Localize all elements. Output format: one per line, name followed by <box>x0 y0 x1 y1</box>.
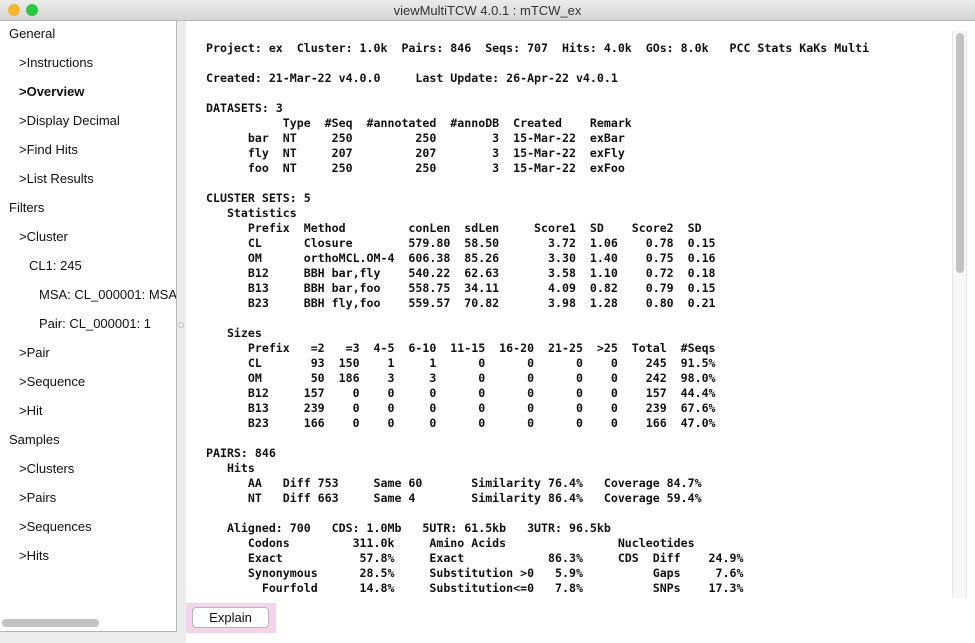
split-pane-divider[interactable] <box>177 21 186 643</box>
overview-line: Hits <box>206 461 255 475</box>
overview-line <box>206 176 869 191</box>
overview-line: Sizes <box>206 326 262 340</box>
sidebar-item-display-decimal[interactable]: >Display Decimal <box>19 113 120 128</box>
sidebar-item-pair[interactable]: >Pair <box>19 345 50 360</box>
overview-line: B12 BBH bar,fly 540.22 62.63 3.58 1.10 0… <box>206 266 716 280</box>
overview-line: Prefix Method conLen sdLen Score1 SD Sco… <box>206 221 702 235</box>
sidebar-item-sequence[interactable]: >Sequence <box>19 374 86 389</box>
overview-line: Fourfold 14.8% Substitution<=0 7.8% SNPs… <box>206 581 744 595</box>
sidebar-item-cluster[interactable]: >Cluster <box>19 229 68 244</box>
overview-line <box>206 506 869 521</box>
sidebar-item-pairs[interactable]: >Pairs <box>19 490 57 505</box>
overview-line: B23 BBH fly,foo 559.57 70.82 3.98 1.28 0… <box>206 296 716 310</box>
overview-line: B13 BBH bar,foo 558.75 34.11 4.09 0.82 0… <box>206 281 716 295</box>
sidebar-horizontal-scrollbar[interactable] <box>2 619 99 627</box>
overview-line: foo NT 250 250 3 15-Mar-22 exFoo <box>206 161 625 175</box>
sidebar-item-general[interactable]: General <box>9 26 56 41</box>
sidebar-item-find-hits[interactable]: >Find Hits <box>19 142 78 157</box>
overview-line: B12 157 0 0 0 0 0 0 0 157 44.4% <box>206 386 716 400</box>
sidebar-item-hits[interactable]: >Hits <box>19 548 49 563</box>
overview-line: bar NT 250 250 3 15-Mar-22 exBar <box>206 131 625 145</box>
overview-line <box>206 86 869 101</box>
sidebar-item-sequences[interactable]: >Sequences <box>19 519 92 534</box>
overview-line: NT Diff 663 Same 4 Similarity 86.4% Cove… <box>206 491 702 505</box>
sidebar-item-cl1-245[interactable]: CL1: 245 <box>29 258 82 273</box>
overview-line: B23 166 0 0 0 0 0 0 0 166 47.0% <box>206 416 716 430</box>
overview-line: Prefix =2 =3 4-5 6-10 11-15 16-20 21-25 … <box>206 341 716 355</box>
vertical-scrollbar-thumb[interactable] <box>956 33 964 273</box>
minimize-window-button[interactable] <box>8 4 20 16</box>
overview-line: OM orthoMCL.OM-4 606.38 85.26 3.30 1.40 … <box>206 251 716 265</box>
bottom-bar <box>186 598 975 643</box>
overview-line: DATASETS: 3 <box>206 101 283 115</box>
divider-handle-icon[interactable] <box>178 322 184 328</box>
overview-line: Created: 21-Mar-22 v4.0.0 Last Update: 2… <box>206 71 618 85</box>
overview-line: OM 50 186 3 3 0 0 0 0 242 98.0% <box>206 371 716 385</box>
overview-line <box>206 56 869 71</box>
sidebar-item-list-results[interactable]: >List Results <box>19 171 94 186</box>
overview-line: Codons 311.0k Amino Acids Nucleotides <box>206 536 695 550</box>
overview-line: Exact 57.8% Exact 86.3% CDS Diff 24.9% <box>206 551 744 565</box>
overview-line <box>206 311 869 326</box>
overview-panel: Project: ex Cluster: 1.0k Pairs: 846 Seq… <box>186 21 975 598</box>
title-bar: viewMultiTCW 4.0.1 : mTCW_ex <box>0 0 975 21</box>
sidebar-item-msa-cl-000001-msa[interactable]: MSA: CL_000001: MSA <box>39 287 177 302</box>
window-title: viewMultiTCW 4.0.1 : mTCW_ex <box>393 3 582 18</box>
overview-line: CLUSTER SETS: 5 <box>206 191 311 205</box>
sidebar-item-hit[interactable]: >Hit <box>19 403 43 418</box>
overview-line: CL Closure 579.80 58.50 3.72 1.06 0.78 0… <box>206 236 716 250</box>
overview-line <box>206 431 869 446</box>
overview-text: Project: ex Cluster: 1.0k Pairs: 846 Seq… <box>206 41 869 596</box>
overview-line: B13 239 0 0 0 0 0 0 0 239 67.6% <box>206 401 716 415</box>
explain-button[interactable]: Explain <box>192 607 269 628</box>
overview-line: Project: ex Cluster: 1.0k Pairs: 846 Seq… <box>206 41 870 55</box>
sidebar-item-overview[interactable]: >Overview <box>19 84 85 99</box>
sidebar-nav-tree: General >Instructions >Overview >Display De… <box>0 21 177 632</box>
overview-line: CL 93 150 1 1 0 0 0 0 245 91.5% <box>206 356 716 370</box>
sidebar-item-filters[interactable]: Filters <box>9 200 45 215</box>
overview-line: Statistics <box>206 206 297 220</box>
overview-line: Aligned: 700 CDS: 1.0Mb 5UTR: 61.5kb 3UT… <box>206 521 611 535</box>
overview-line: PAIRS: 846 <box>206 446 276 460</box>
sidebar-item-samples[interactable]: Samples <box>9 432 60 447</box>
sidebar-item-clusters[interactable]: >Clusters <box>19 461 75 476</box>
zoom-window-button[interactable] <box>26 4 38 16</box>
overview-line: fly NT 207 207 3 15-Mar-22 exFly <box>206 146 625 160</box>
sidebar-item-instructions[interactable]: >Instructions <box>19 55 94 70</box>
overview-line: Synonymous 28.5% Substitution >0 5.9% Ga… <box>206 566 744 580</box>
overview-line: AA Diff 753 Same 60 Similarity 76.4% Cov… <box>206 476 702 490</box>
sidebar-item-pair-cl-000001-1[interactable]: Pair: CL_000001: 1 <box>39 316 152 331</box>
overview-line: Type #Seq #annotated #annoDB Created Rem… <box>206 116 632 130</box>
